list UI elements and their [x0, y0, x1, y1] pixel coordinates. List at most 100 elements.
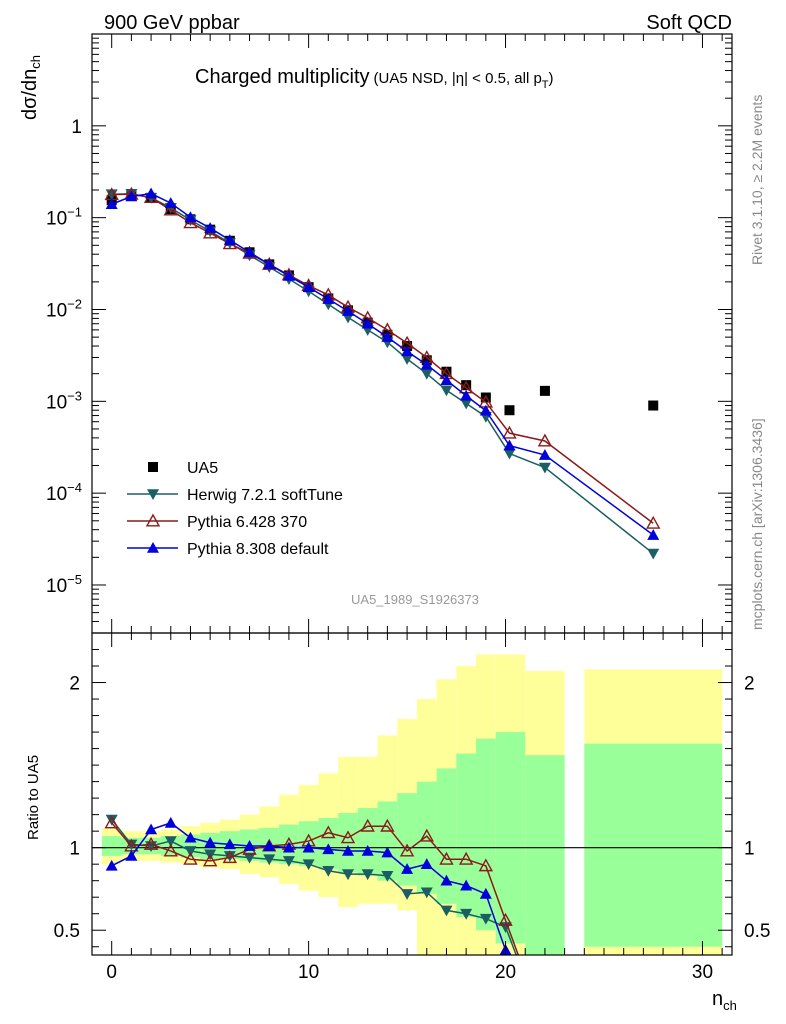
ratio-point-pythia-8-308-default	[282, 841, 295, 853]
main-point-pythia-8-308-default	[460, 389, 473, 401]
inner-uncertainty-band	[436, 768, 457, 904]
ratio-point-herwig-7-2-1-softtune	[342, 869, 354, 881]
main-y-tick-label: 10−2	[46, 296, 82, 321]
rivet-version-label: Rivet 3.1.10, ≥ 2.2M events	[749, 95, 765, 265]
main-point-pythia-8-308-default	[105, 198, 118, 210]
ratio-point-herwig-7-2-1-softtune	[460, 908, 473, 920]
main-point-herwig-7-2-1-softtune	[401, 354, 414, 365]
legend-marker-pythia-6-428-370	[145, 513, 161, 527]
legend: UA5 Herwig 7.2.1 softTune Pythia 6.428 370…	[127, 460, 343, 558]
main-point-pythia-8-308-default	[145, 187, 158, 199]
analysis-watermark: UA5_1989_S1926373	[351, 592, 479, 607]
main-point-pythia-8-308-default	[184, 211, 197, 223]
ratio-point-herwig-7-2-1-softtune	[282, 856, 295, 867]
main-point-pythia-6-428-370	[646, 515, 661, 529]
inner-uncertainty-band	[525, 755, 565, 955]
ratio-point-herwig-7-2-1-softtune	[105, 814, 118, 826]
ratio-point-pythia-8-308-default	[302, 841, 315, 853]
main-point-pythia-8-308-default	[401, 345, 414, 357]
ratio-y-tick-label-left: 2	[69, 674, 80, 695]
legend-marker-ua5	[148, 462, 158, 472]
ratio-point-herwig-7-2-1-softtune	[401, 889, 414, 900]
ratio-point-herwig-7-2-1-softtune	[381, 870, 394, 882]
ratio-point-pythia-8-308-default	[125, 849, 138, 861]
ratio-point-pythia-8-308-default	[361, 844, 374, 856]
ratio-point-pythia-8-308-default	[184, 831, 197, 843]
main-point-herwig-7-2-1-softtune	[420, 368, 433, 380]
main-point-herwig-7-2-1-softtune	[647, 548, 660, 560]
main-point-ua5	[648, 400, 659, 411]
main-point-pythia-8-308-default	[282, 269, 295, 281]
x-axis-label: nch	[712, 988, 737, 1013]
inner-uncertainty-band	[357, 808, 378, 876]
ratio-point-pythia-8-308-default	[204, 836, 217, 848]
legend-marker-herwig-7-2-1-softtune	[147, 489, 159, 500]
ratio-point-pythia-6-428-370	[183, 851, 198, 865]
main-point-pythia-8-308-default	[263, 258, 276, 270]
mcplots-label: mcplots.cern.ch [arXiv:1306.3436]	[749, 418, 765, 630]
ratio-point-pythia-8-308-default	[381, 846, 394, 858]
ratio-point-pythia-6-428-370	[419, 828, 434, 842]
main-point-pythia-8-308-default	[361, 317, 374, 329]
ratio-point-pythia-8-308-default	[342, 844, 354, 856]
ratio-point-herwig-7-2-1-softtune	[184, 846, 197, 857]
inner-uncertainty-band	[397, 793, 417, 886]
ratio-point-herwig-7-2-1-softtune	[164, 836, 177, 848]
main-point-pythia-8-308-default	[647, 529, 660, 540]
header-left: 900 GeV ppbar	[104, 12, 240, 34]
ratio-point-herwig-7-2-1-softtune	[302, 859, 315, 871]
ratio-point-pythia-6-428-370	[478, 858, 494, 872]
main-y-tick-label: 10−4	[46, 480, 82, 505]
main-point-pythia-8-308-default	[164, 197, 177, 208]
ratio-point-pythia-6-428-370	[458, 851, 474, 865]
legend-label-ua5: UA5	[187, 460, 218, 477]
main-point-herwig-7-2-1-softtune	[538, 462, 551, 474]
ratio-point-pythia-8-308-default	[322, 843, 335, 855]
ratio-y-tick-label-left: 0.5	[54, 921, 80, 942]
main-y-tick-label: 1	[71, 117, 82, 138]
main-point-ua5	[441, 366, 452, 377]
ratio-point-herwig-7-2-1-softtune	[420, 887, 433, 899]
ratio-point-pythia-8-308-default	[243, 840, 256, 851]
ratio-y-tick-label-right: 2	[744, 674, 755, 695]
x-tick-label: 20	[495, 962, 516, 983]
ratio-point-herwig-7-2-1-softtune	[243, 852, 256, 864]
main-point-pythia-8-308-default	[538, 449, 551, 460]
x-tick-label: 10	[298, 962, 319, 983]
ratio-point-herwig-7-2-1-softtune	[361, 869, 374, 881]
ratio-y-tick-label-left: 1	[69, 839, 80, 860]
inner-uncertainty-band	[456, 753, 476, 918]
main-point-pythia-6-428-370	[502, 425, 517, 439]
main-ylabel: dσ/dnch	[19, 55, 43, 120]
ratio-point-pythia-6-428-370	[498, 912, 513, 926]
main-point-pythia-8-308-default	[440, 374, 453, 385]
inner-uncertainty-band	[416, 781, 437, 894]
ratio-point-pythia-6-428-370	[202, 853, 218, 867]
main-point-pythia-8-308-default	[322, 293, 335, 304]
inner-uncertainty-band	[101, 836, 122, 856]
ratio-point-pythia-6-428-370	[222, 850, 238, 864]
ratio-point-pythia-6-428-370	[104, 815, 119, 829]
ratio-point-pythia-8-308-default	[440, 874, 453, 886]
legend-label-pythia-8-308-default: Pythia 8.308 default	[187, 541, 329, 558]
ratio-point-herwig-7-2-1-softtune	[263, 854, 276, 866]
ratio-point-pythia-8-308-default	[164, 816, 177, 828]
main-point-pythia-8-308-default	[381, 331, 394, 342]
main-point-pythia-8-308-default	[420, 358, 433, 370]
ratio-point-pythia-6-428-370	[340, 830, 356, 844]
legend-marker-pythia-8-308-default	[147, 542, 159, 553]
ratio-point-pythia-8-308-default	[460, 879, 473, 891]
legend-label-pythia-6-428-370: Pythia 6.428 370	[187, 514, 307, 531]
ratio-point-pythia-8-308-default	[401, 863, 414, 874]
main-point-herwig-7-2-1-softtune	[105, 189, 118, 201]
main-point-ua5	[539, 385, 550, 396]
ratio-point-pythia-6-428-370	[321, 825, 336, 839]
ratio-point-pythia-6-428-370	[360, 818, 375, 832]
main-point-herwig-7-2-1-softtune	[440, 385, 453, 397]
main-line-pythia-8-308-default	[111, 192, 654, 536]
main-point-ua5	[504, 405, 515, 416]
main-point-pythia-8-308-default	[302, 281, 315, 292]
inner-uncertainty-band	[495, 732, 526, 944]
main-point-pythia-8-308-default	[503, 439, 516, 451]
